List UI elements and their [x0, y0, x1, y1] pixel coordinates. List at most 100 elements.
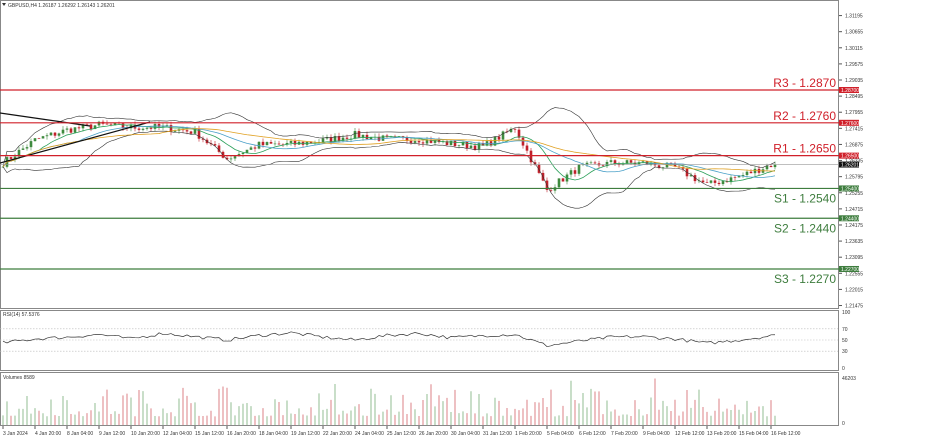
- bollinger-lower: [2, 130, 776, 209]
- candle: [725, 178, 729, 183]
- candle-body: [89, 124, 93, 129]
- candle-body: [257, 141, 261, 149]
- level-axis-label: 1.26500: [841, 154, 859, 160]
- trendline: [0, 112, 91, 127]
- candle: [301, 141, 305, 147]
- candle-body: [397, 136, 401, 137]
- level-label: R2 - 1.2760: [773, 109, 836, 123]
- x-tick-label: 15 Jan 12:00: [195, 431, 224, 437]
- level-axis-tag: [839, 185, 859, 192]
- candle-body: [293, 141, 297, 145]
- candle-body: [45, 135, 49, 137]
- candle-body: [765, 166, 769, 170]
- candle-body: [521, 137, 525, 146]
- candle-body: [277, 143, 281, 145]
- candle-body: [589, 162, 593, 164]
- candle-body: [249, 147, 253, 150]
- candle: [573, 167, 577, 177]
- candle-body: [245, 149, 249, 153]
- candle-body: [673, 163, 677, 167]
- volume-panel-frame: [0, 372, 839, 426]
- x-tick-label: 12 Jan 04:00: [163, 431, 192, 437]
- y-tick-label: 1.23095: [845, 255, 863, 261]
- candle-body: [69, 128, 73, 133]
- y-tick-label: 1.30115: [845, 46, 863, 52]
- volume-tick-label: 0: [842, 421, 845, 427]
- candle: [213, 140, 217, 147]
- candle: [661, 166, 665, 171]
- candle-body: [309, 141, 313, 144]
- price-panel: 1.31195 1.30655 1.30115 1.29575 1.29035 1.284…: [0, 14, 863, 310]
- candle: [197, 125, 201, 142]
- candle-body: [253, 147, 257, 149]
- level-axis-tag: [839, 265, 859, 272]
- candle: [721, 180, 725, 186]
- level-label: S3 - 1.2270: [774, 272, 836, 286]
- candle: [713, 177, 717, 187]
- rsi-label: RSI(14) 57.5376: [3, 312, 40, 318]
- candle: [193, 126, 197, 135]
- candle-body: [721, 181, 725, 185]
- candle-body: [325, 137, 329, 139]
- volume-panel: 46203 0: [2, 376, 856, 427]
- candle: [501, 130, 505, 143]
- candle-body: [629, 160, 633, 163]
- x-tick-label: 31 Jan 12:00: [483, 431, 512, 437]
- candle-body: [453, 140, 457, 147]
- x-tick-label: 30 Jan 04:00: [451, 431, 480, 437]
- candle-body: [713, 180, 717, 183]
- rsi-panel-frame: [0, 310, 839, 371]
- candle-body: [37, 138, 41, 139]
- candle: [453, 139, 457, 148]
- candle-body: [577, 164, 581, 174]
- candle: [517, 126, 521, 141]
- y-tick-label: 1.23635: [845, 239, 863, 245]
- candle: [177, 127, 181, 134]
- volume-tick-label: 46203: [842, 376, 856, 382]
- candle-body: [165, 125, 169, 126]
- candle-body: [605, 161, 609, 167]
- candle-body: [737, 176, 741, 178]
- candle: [701, 177, 705, 184]
- candle-body: [289, 141, 293, 143]
- candle: [49, 131, 53, 136]
- candle-body: [661, 167, 665, 168]
- candle: [629, 159, 633, 165]
- candle: [513, 127, 517, 133]
- candle: [561, 177, 565, 182]
- candle-body: [445, 141, 449, 146]
- candle-body: [381, 135, 385, 141]
- candle: [705, 178, 709, 183]
- candle-body: [657, 165, 661, 168]
- candle: [285, 139, 289, 147]
- candle-body: [261, 141, 265, 146]
- candle: [141, 127, 145, 132]
- candle: [405, 135, 409, 144]
- candle-body: [189, 131, 193, 134]
- y-tick-label: 1.24175: [845, 223, 863, 229]
- candle: [77, 124, 81, 132]
- candle-body: [33, 138, 37, 142]
- candle: [293, 138, 297, 148]
- candle-body: [93, 125, 97, 129]
- candle-body: [121, 123, 125, 128]
- candle-body: [333, 136, 337, 143]
- candle: [557, 178, 561, 189]
- x-tick-label: 26 Jan 20:00: [419, 431, 448, 437]
- ma-slow: [2, 128, 776, 172]
- candle-body: [733, 177, 737, 178]
- candle-body: [465, 141, 469, 149]
- candle-body: [13, 156, 17, 159]
- candle-body: [185, 130, 189, 132]
- x-tick-label: 6 Feb 12:00: [579, 431, 606, 437]
- y-tick-label: 1.30655: [845, 30, 863, 36]
- candle: [529, 147, 533, 166]
- level-axis-tag: [839, 152, 859, 159]
- collapse-triangle-icon[interactable]: [2, 3, 6, 6]
- candle: [665, 161, 669, 169]
- candle: [29, 138, 33, 151]
- x-tick-label: 25 Jan 12:00: [387, 431, 416, 437]
- candle: [217, 143, 221, 154]
